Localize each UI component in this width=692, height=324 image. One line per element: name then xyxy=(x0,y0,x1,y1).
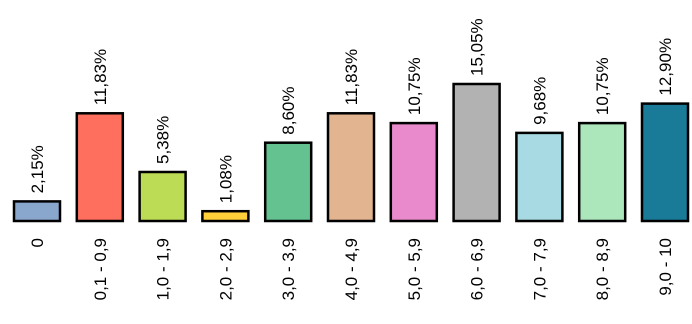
category-label-5: 4,0 - 4,9 xyxy=(342,238,361,300)
category-label-4: 3,0 - 3,9 xyxy=(279,238,298,300)
bars-group xyxy=(12,82,690,223)
value-label-6: 10,75% xyxy=(405,57,424,115)
value-label-10: 12,90% xyxy=(656,38,675,96)
value-label-9: 10,75% xyxy=(593,57,612,115)
category-label-2: 1,0 - 1,9 xyxy=(154,238,173,300)
bar-2 xyxy=(138,170,187,223)
value-label-0: 2,15% xyxy=(28,145,47,193)
value-label-1: 11,83% xyxy=(91,49,110,105)
value-label-3: 1,08% xyxy=(216,155,235,203)
category-label-0: 0 xyxy=(28,238,47,247)
bar-10 xyxy=(640,102,690,223)
bar-7 xyxy=(452,82,501,223)
value-label-4: 8,60% xyxy=(279,86,298,134)
value-label-5: 11,83% xyxy=(342,49,361,105)
category-label-1: 0,1 - 0,9 xyxy=(91,238,110,300)
bar-1 xyxy=(75,112,125,223)
category-label-7: 6,0 - 6,9 xyxy=(468,238,487,300)
bar-8 xyxy=(515,131,564,223)
category-labels-group: 0 0,1 - 0,9 1,0 - 1,9 2,0 - 2,9 3,0 - 3,9 4,0… xyxy=(28,238,675,300)
bar-9 xyxy=(577,121,627,223)
category-label-3: 2,0 - 2,9 xyxy=(216,238,235,300)
category-label-6: 5,0 - 5,9 xyxy=(405,238,424,300)
category-label-9: 8,0 - 8,9 xyxy=(593,238,612,300)
value-label-8: 9,68% xyxy=(530,77,549,125)
category-label-10: 9,0 - 10 xyxy=(656,238,675,296)
value-labels-group: 2,15% 11,83% 5,38% 1,08% 8,60% 11,83% 10,75% 15… xyxy=(28,18,675,203)
value-label-2: 5,38% xyxy=(154,116,173,164)
bar-5 xyxy=(326,112,376,223)
category-label-8: 7,0 - 7,9 xyxy=(530,238,549,300)
bar-3 xyxy=(201,209,250,223)
bar-0 xyxy=(12,200,62,223)
bar-6 xyxy=(389,121,439,223)
bar-4 xyxy=(263,141,313,223)
value-label-7: 15,05% xyxy=(468,18,487,76)
